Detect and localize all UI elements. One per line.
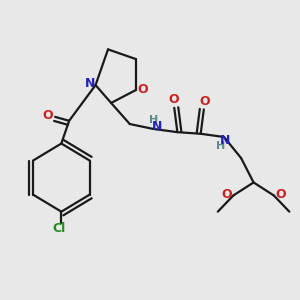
Text: N: N xyxy=(152,121,162,134)
Text: O: O xyxy=(199,95,210,108)
Text: N: N xyxy=(220,134,230,147)
Text: O: O xyxy=(275,188,286,201)
Text: H: H xyxy=(149,116,159,125)
Text: H: H xyxy=(216,141,225,151)
Text: O: O xyxy=(42,109,53,122)
Text: O: O xyxy=(168,93,179,106)
Text: Cl: Cl xyxy=(52,222,65,236)
Text: O: O xyxy=(221,188,232,201)
Text: O: O xyxy=(137,83,148,96)
Text: N: N xyxy=(85,77,95,90)
